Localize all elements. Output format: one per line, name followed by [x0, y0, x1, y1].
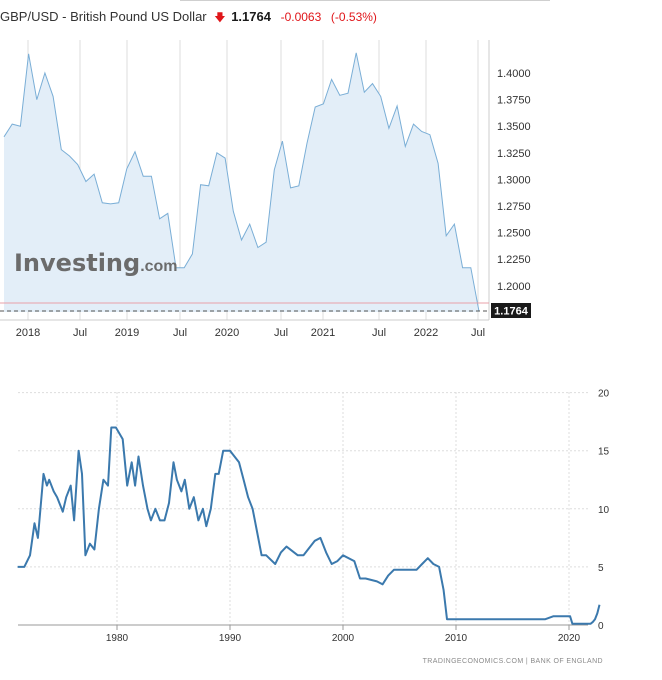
y-tick-label: 20 [598, 389, 610, 400]
top-border-line [180, 0, 550, 1]
price-change: -0.0063 [280, 10, 322, 24]
y-tick-label: 1.3500 [497, 121, 531, 133]
y-tick-label: 5 [598, 563, 604, 574]
x-tick-label: 2010 [445, 633, 468, 644]
chart-header: GBP/USD - British Pound US Dollar 🡇 1.17… [0, 9, 377, 29]
instrument-name: GBP/USD - British Pound US Dollar [0, 9, 207, 24]
last-value-label: 1.1764 [494, 306, 529, 318]
last-price: 1.1764 [231, 9, 271, 24]
y-tick-label: 1.2000 [497, 281, 531, 293]
x-tick-label: 2022 [414, 327, 438, 339]
y-tick-label: 0 [598, 621, 604, 632]
y-tick-label: 10 [598, 505, 610, 516]
gbpusd-chart: 1.4000 1.3750 1.3500 1.3250 1.3000 1.2750 1.25… [0, 40, 531, 339]
x-tick-label: 2020 [558, 633, 581, 644]
x-tick-label: 2018 [16, 327, 40, 339]
y-tick-label: 1.2750 [497, 201, 531, 213]
area-fill [4, 52, 479, 313]
bank-rate-chart: 0 5 10 15 20 1980 1990 2000 2010 2020 TRADINGECONO… [17, 389, 610, 665]
x-tick-label: 2021 [311, 327, 335, 339]
watermark-logo: Investing.com [14, 249, 178, 277]
last-value-box [491, 303, 531, 318]
x-tick-label: Jul [173, 327, 187, 339]
x-tick-label: 1980 [106, 633, 129, 644]
series-line [17, 426, 601, 625]
source-label: TRADINGECONOMICS.COM | BANK OF ENGLAND [423, 658, 603, 665]
x-tick-label: 1990 [219, 633, 242, 644]
down-arrow-icon: 🡇 [214, 12, 226, 24]
y-tick-label: 1.3000 [497, 174, 531, 186]
y-tick-label: 1.2500 [497, 228, 531, 240]
y-tick-label: 1.3250 [497, 148, 531, 160]
x-tick-label: 2020 [215, 327, 239, 339]
y-tick-label: 1.3750 [497, 95, 531, 107]
x-tick-label: Jul [372, 327, 386, 339]
x-tick-label: 2019 [115, 327, 139, 339]
series-line [3, 52, 480, 312]
y-tick-label: 1.2250 [497, 254, 531, 266]
watermark-brand: Investing [14, 249, 140, 277]
x-tick-label: Jul [274, 327, 288, 339]
x-tick-label: 2000 [332, 633, 355, 644]
y-tick-label: 15 [598, 447, 610, 458]
x-tick-label: Jul [73, 327, 87, 339]
x-tick-label: Jul [471, 327, 485, 339]
y-tick-label: 1.4000 [497, 68, 531, 80]
watermark-suffix: .com [140, 258, 177, 275]
price-change-percent: (-0.53%) [330, 10, 377, 24]
